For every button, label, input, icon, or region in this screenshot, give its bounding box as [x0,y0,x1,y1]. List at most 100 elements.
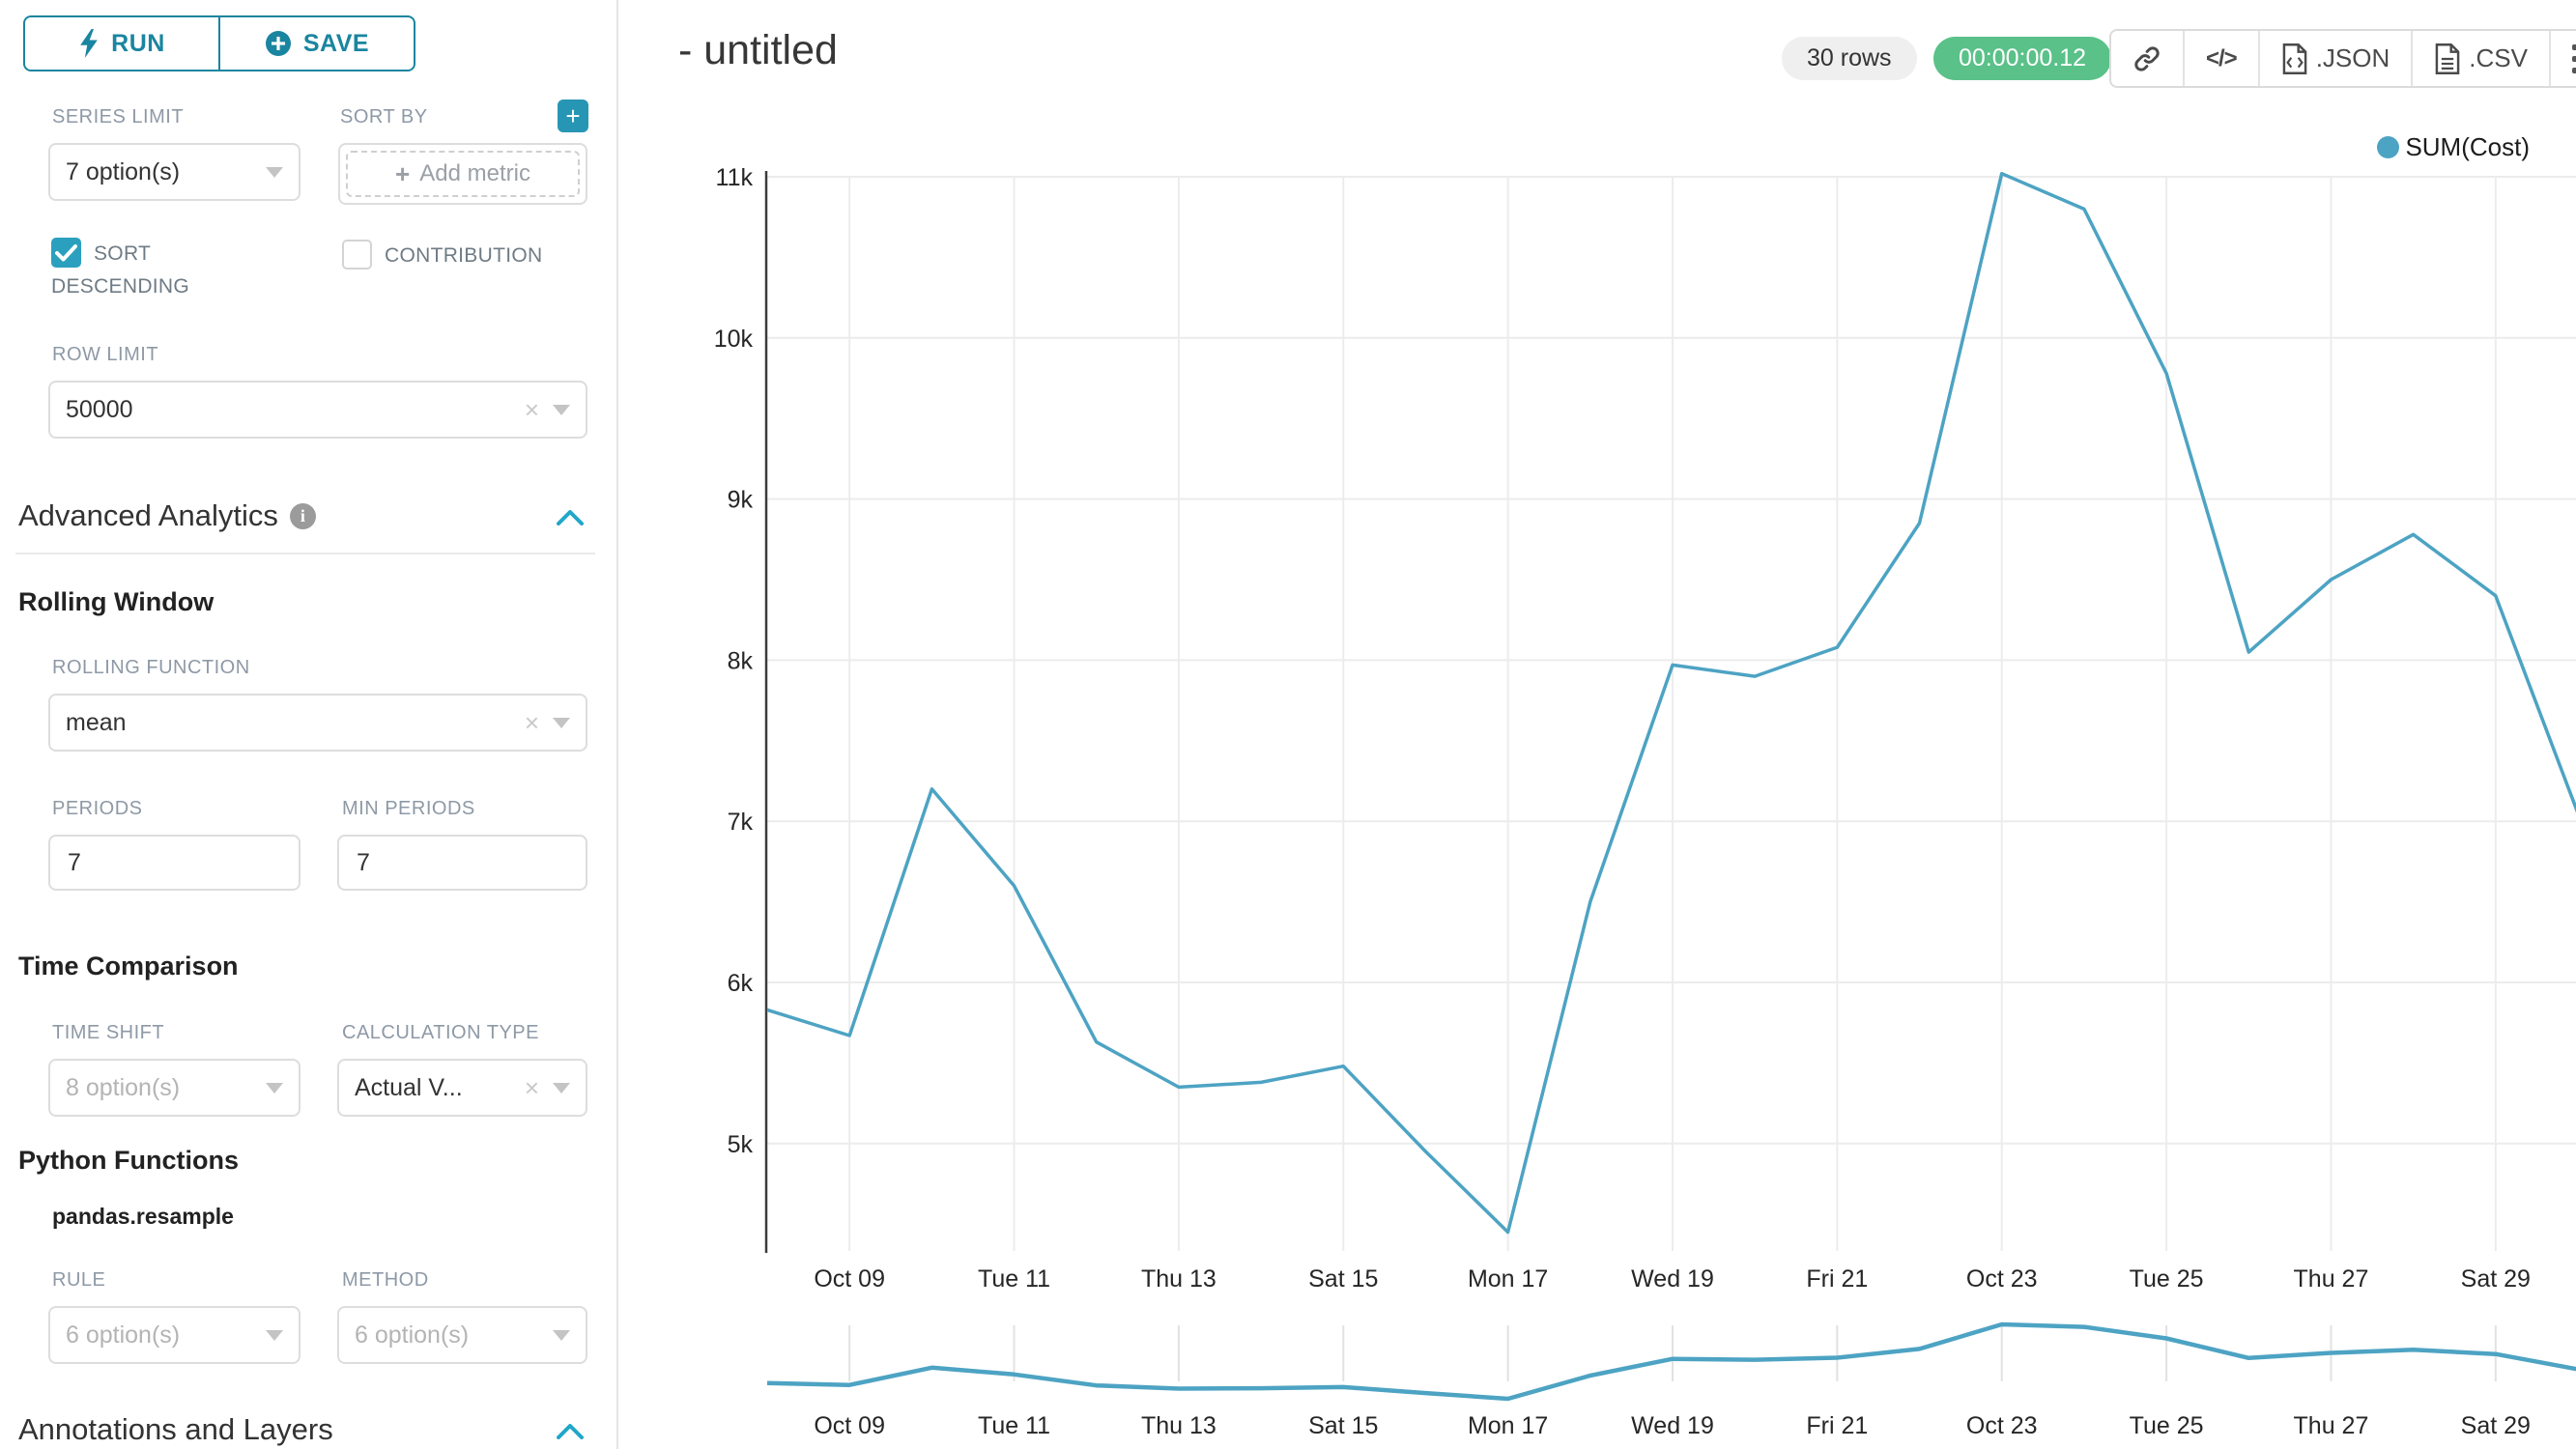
export-toolbar: </> .JSON .CSV [2109,29,2576,88]
minimap-tick-label: Wed 19 [1631,1412,1714,1439]
x-axis-tick-label: Tue 11 [978,1265,1050,1293]
export-json-button[interactable]: .JSON [2260,31,2414,86]
sort-by-select[interactable]: + Add metric [338,143,587,205]
pandas-resample-label: pandas.resample [52,1204,234,1229]
rule-label: RULE [52,1269,106,1291]
minimap-tick-label: Tue 25 [2130,1412,2204,1439]
contribution-checkbox-row[interactable]: CONTRIBUTION [342,239,618,272]
add-metric-button[interactable]: + Add metric [346,151,580,197]
x-axis-tick-label: Fri 21 [1806,1265,1868,1293]
caret-down-icon [553,717,570,728]
min-periods-label: MIN PERIODS [342,798,475,819]
chart-menu-button[interactable] [2551,31,2576,86]
rolling-window-title: Rolling Window [18,587,215,616]
caret-down-icon [266,166,283,178]
menu-icon [2571,43,2576,73]
x-axis-tick-label: Sat 29 [2461,1265,2531,1293]
time-comparison-title: Time Comparison [18,952,239,980]
min-periods-input[interactable]: 7 [337,835,587,891]
x-axis-tick-label: Wed 19 [1631,1265,1714,1293]
run-button[interactable]: RUN [25,17,220,70]
rolling-function-value: mean [66,708,127,736]
minimap-tick-label: Thu 13 [1141,1412,1216,1439]
minimap-tick-label: Fri 21 [1806,1412,1868,1439]
minimap-brush-line[interactable] [766,1321,2576,1402]
series-limit-label: SERIES LIMIT [52,106,185,128]
row-count-badge: 30 rows [1782,37,1917,80]
clear-icon[interactable]: × [524,395,539,424]
caret-down-icon [266,1329,283,1341]
export-csv-label: .CSV [2469,43,2528,72]
x-axis-tick-label: Sat 15 [1308,1265,1378,1293]
chart-title[interactable]: - untitled [678,27,838,73]
sort-by-label: SORT BY [340,106,428,128]
sort-descending-checkbox-row[interactable]: SORT DESCENDING [51,237,273,303]
save-button-label: SAVE [302,29,370,57]
minimap-tick-label: Sat 15 [1308,1412,1378,1439]
save-button[interactable]: SAVE [220,17,414,70]
rolling-function-select[interactable]: mean × [48,694,587,752]
python-functions-title: Python Functions [18,1146,239,1175]
csv-file-icon [2435,43,2460,74]
minimap-tick-label: Thu 27 [2294,1412,2369,1439]
run-button-label: RUN [111,29,165,57]
embed-code-button[interactable]: </> [2185,31,2260,86]
link-icon [2134,45,2160,71]
caret-down-icon [553,404,570,415]
line-chart-plot-area[interactable]: 5k 6k 7k 8k 9k 10k 11k Oct 09 Tue 11 Thu 13 Sat 15… [618,0,2576,1449]
x-axis-tick-label: Thu 27 [2294,1265,2369,1293]
chevron-up-icon[interactable] [557,1424,584,1439]
x-axis-tick-label: Mon 17 [1468,1265,1548,1293]
code-icon: </> [2206,44,2238,71]
main-line-series[interactable] [766,171,2576,1235]
contribution-checkbox[interactable] [342,239,372,270]
json-file-icon [2282,43,2307,74]
sort-descending-label: SORT DESCENDING [51,242,190,298]
x-axis-tick-label: Tue 25 [2130,1265,2204,1293]
query-timer-badge: 00:00:00.12 [1933,37,2112,80]
chart-legend[interactable]: SUM(Cost) [2377,132,2530,162]
min-periods-value: 7 [357,848,370,876]
calculation-type-label: CALCULATION TYPE [342,1022,539,1043]
annotations-layers-header[interactable]: Annotations and Layers [18,1412,333,1447]
rolling-function-label: ROLLING FUNCTION [52,657,250,678]
method-label: METHOD [342,1269,429,1291]
info-icon[interactable]: i [289,502,316,529]
legend-series-label: SUM(Cost) [2405,132,2530,161]
copy-link-button[interactable] [2111,31,2185,86]
rule-select[interactable]: 6 option(s) [48,1306,301,1364]
time-shift-placeholder: 8 option(s) [66,1073,181,1101]
y-axis-tick-label: 11k [716,164,754,191]
advanced-analytics-header[interactable]: Advanced Analytics i [18,498,316,533]
add-sort-by-button[interactable]: + [558,99,588,132]
export-csv-button[interactable]: .CSV [2413,31,2551,86]
chart-panel: - untitled 30 rows 00:00:00.12 </> .JSON [618,0,2576,1449]
y-axis-tick-label: 5k [728,1131,754,1158]
sort-descending-checkbox[interactable] [51,237,81,268]
calculation-type-select[interactable]: Actual V... × [337,1059,587,1117]
y-axis-tick-label: 7k [728,809,754,836]
row-limit-select[interactable]: 50000 × [48,381,587,439]
method-placeholder: 6 option(s) [355,1321,470,1349]
plus-icon: + [395,159,411,188]
calculation-type-value: Actual V... [355,1073,463,1101]
minimap-tick-label: Tue 11 [978,1412,1050,1439]
series-limit-select[interactable]: 7 option(s) [48,143,301,201]
export-json-label: .JSON [2315,43,2390,72]
row-limit-label: ROW LIMIT [52,344,159,365]
add-metric-label: Add metric [419,160,530,186]
x-axis-tick-label: Oct 09 [814,1265,885,1293]
periods-input[interactable]: 7 [48,835,301,891]
clear-icon[interactable]: × [524,1073,539,1102]
clear-icon[interactable]: × [524,708,539,737]
periods-label: PERIODS [52,798,143,819]
chevron-up-icon[interactable] [557,510,584,526]
annotations-layers-title: Annotations and Layers [18,1412,333,1446]
control-panel-sidebar: RUN SAVE SERIES LIMIT SORT BY + 7 option… [0,0,618,1449]
x-axis-tick-label: Oct 23 [1966,1265,2038,1293]
time-shift-select[interactable]: 8 option(s) [48,1059,301,1117]
minimap-tick-label: Oct 23 [1966,1412,2038,1439]
y-axis-tick-label: 9k [728,487,754,514]
method-select[interactable]: 6 option(s) [337,1306,587,1364]
contribution-label: CONTRIBUTION [385,244,543,267]
